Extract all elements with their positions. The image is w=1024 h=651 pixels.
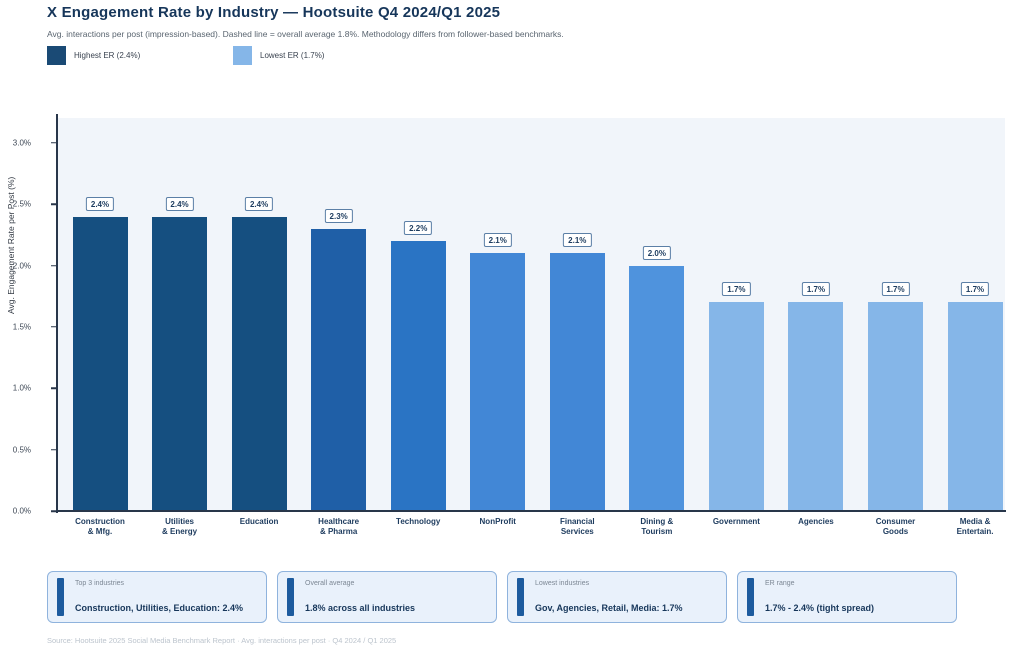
x-category-label: Consumer Goods bbox=[875, 517, 916, 536]
bar-value-label: 2.0% bbox=[642, 246, 671, 260]
bar-value-label: 2.3% bbox=[324, 209, 353, 223]
plot-background bbox=[57, 118, 1005, 511]
bar-Healthcare & Pharma bbox=[311, 229, 367, 511]
bar-value-label: 2.4% bbox=[85, 197, 115, 211]
bar-Government bbox=[708, 302, 764, 511]
y-axis-spine bbox=[56, 114, 58, 513]
card-label: Lowest industries bbox=[535, 580, 590, 587]
chart-title: X Engagement Rate by Industry — Hootsuit… bbox=[47, 4, 501, 21]
x-axis-spine bbox=[56, 510, 1006, 512]
bar-Utilities & Energy bbox=[152, 217, 208, 511]
ytick-label-0.0%: 0.0% bbox=[12, 506, 31, 516]
bar-value-label: 1.7% bbox=[801, 282, 831, 296]
ytick-mark bbox=[51, 142, 57, 144]
card-label: Overall average bbox=[305, 580, 355, 587]
legend-label-lowest-er: Lowest ER (1.7%) bbox=[260, 51, 325, 60]
legend-item-lowest-er: Lowest ER (1.7%) bbox=[233, 46, 324, 65]
ytick-label-2.5%: 2.5% bbox=[12, 199, 31, 209]
x-category-label: NonProfit bbox=[479, 517, 516, 526]
source-note: Source: Hootsuite 2025 Social Media Benc… bbox=[47, 636, 397, 645]
ytick-mark bbox=[51, 203, 57, 205]
bar-Media & Entertain. bbox=[947, 302, 1003, 511]
x-category-label: Financial Services bbox=[559, 517, 595, 536]
x-category-label: Healthcare & Pharma bbox=[318, 517, 360, 536]
bar-value-label: 2.1% bbox=[563, 233, 592, 247]
card-value: 1.7% - 2.4% (tight spread) bbox=[765, 603, 875, 613]
card-accent-bar bbox=[747, 578, 754, 616]
x-category-label: Utilities & Energy bbox=[161, 517, 198, 536]
ytick-mark bbox=[51, 387, 57, 390]
card-label: ER range bbox=[765, 580, 795, 587]
card-value: Gov, Agencies, Retail, Media: 1.7% bbox=[535, 603, 683, 613]
bar-Construction & Mfg. bbox=[72, 217, 128, 511]
ytick-label-0.5%: 0.5% bbox=[12, 445, 31, 455]
bar-NonProfit bbox=[470, 253, 526, 511]
chart-subtitle: Avg. interactions per post (impression-b… bbox=[47, 29, 564, 39]
summary-card-3: Lowest industries Gov, Agencies, Retail, … bbox=[507, 571, 727, 623]
plot-area: 0.0% 0.5% 1.0% 1.5% 2.0% 2.5% 3.0% 2.4% 2.4% 2.4… bbox=[6, 114, 1006, 516]
summary-card-4: ER range 1.7% - 2.4% (tight spread) bbox=[737, 571, 957, 623]
bar-Financial Services bbox=[549, 253, 605, 511]
bar-value-label: 2.1% bbox=[483, 233, 512, 247]
bar-Dining & Tourism bbox=[629, 266, 685, 511]
legend-label-highest-er: Highest ER (2.4%) bbox=[74, 51, 141, 60]
bar-value-label: 2.4% bbox=[244, 197, 274, 211]
ytick-label-3.0%: 3.0% bbox=[12, 138, 31, 148]
bar-value-label: 1.7% bbox=[722, 282, 751, 296]
legend-item-highest-er: Highest ER (2.4%) bbox=[47, 46, 140, 65]
ytick-label-1.5%: 1.5% bbox=[12, 322, 31, 332]
bar-Technology bbox=[390, 241, 446, 511]
legend-swatch-highest-er bbox=[47, 46, 66, 65]
card-label: Top 3 industries bbox=[75, 580, 125, 587]
x-category-label: Education bbox=[239, 517, 279, 526]
ytick-label-2.0%: 2.0% bbox=[12, 261, 31, 271]
card-value: Construction, Utilities, Education: 2.4% bbox=[75, 603, 244, 613]
x-category-label: Agencies bbox=[798, 517, 834, 526]
x-category-label: Dining & Tourism bbox=[640, 517, 674, 536]
x-axis-labels: Construction & Mfg. Utilities & Energy Educa… bbox=[57, 517, 1005, 547]
bar-Consumer Goods bbox=[868, 302, 923, 511]
bar-value-label: 2.4% bbox=[165, 197, 194, 211]
bar-value-label: 1.7% bbox=[881, 282, 910, 296]
summary-cards: Top 3 industries Construction, Utilities,… bbox=[47, 571, 957, 623]
summary-card-2: Overall average 1.8% across all industrie… bbox=[277, 571, 497, 623]
x-category-label: Technology bbox=[396, 517, 441, 526]
legend: Highest ER (2.4%) Lowest ER (1.7%) bbox=[47, 46, 547, 66]
summary-card-1: Top 3 industries Construction, Utilities,… bbox=[47, 571, 267, 623]
bar-Agencies bbox=[788, 302, 844, 511]
card-accent-bar bbox=[287, 578, 294, 616]
x-category-label: Construction & Mfg. bbox=[75, 517, 125, 536]
ytick-mark bbox=[51, 510, 57, 512]
card-accent-bar bbox=[517, 578, 524, 616]
y-axis-title: Avg. Engagement Rate per Post (%) bbox=[6, 176, 16, 314]
legend-swatch-lowest-er bbox=[233, 46, 252, 65]
x-category-label: Media & Entertain. bbox=[956, 517, 994, 536]
x-category-label: Government bbox=[712, 517, 760, 526]
card-value: 1.8% across all industries bbox=[305, 603, 416, 613]
ytick-mark bbox=[51, 264, 57, 267]
bar-value-label: 1.7% bbox=[960, 282, 990, 296]
bar-value-label: 2.2% bbox=[404, 221, 433, 235]
card-accent-bar bbox=[57, 578, 64, 616]
ytick-label-1.0%: 1.0% bbox=[12, 383, 31, 393]
ytick-mark bbox=[51, 448, 57, 451]
ytick-mark bbox=[51, 326, 57, 328]
bar-Education bbox=[231, 217, 287, 511]
